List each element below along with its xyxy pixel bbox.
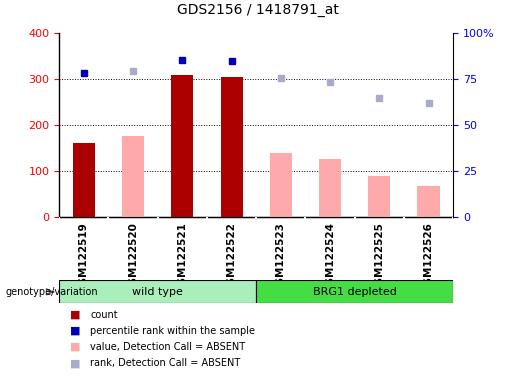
Text: GSM122522: GSM122522: [227, 222, 236, 292]
Bar: [59, 280, 256, 303]
Text: count: count: [90, 310, 118, 320]
Text: percentile rank within the sample: percentile rank within the sample: [90, 326, 255, 336]
Bar: [319, 159, 341, 217]
Text: GDS2156 / 1418791_at: GDS2156 / 1418791_at: [177, 3, 338, 17]
Text: GSM122524: GSM122524: [325, 222, 335, 292]
Text: genotype/variation: genotype/variation: [5, 287, 98, 297]
Text: ■: ■: [70, 310, 80, 320]
Bar: [122, 136, 144, 217]
Text: GSM122521: GSM122521: [177, 222, 187, 292]
Text: BRG1 depleted: BRG1 depleted: [313, 287, 397, 297]
Bar: [256, 280, 453, 303]
Bar: [171, 76, 194, 217]
Bar: [418, 185, 440, 217]
Text: GSM122525: GSM122525: [374, 222, 384, 292]
Text: GSM122520: GSM122520: [128, 222, 138, 292]
Text: wild type: wild type: [132, 287, 183, 297]
Bar: [368, 176, 390, 217]
Text: rank, Detection Call = ABSENT: rank, Detection Call = ABSENT: [90, 358, 241, 368]
Text: ■: ■: [70, 358, 80, 368]
Text: value, Detection Call = ABSENT: value, Detection Call = ABSENT: [90, 342, 245, 352]
Text: GSM122526: GSM122526: [423, 222, 434, 292]
Text: GSM122519: GSM122519: [79, 222, 89, 292]
Bar: [220, 77, 243, 217]
Text: GSM122523: GSM122523: [276, 222, 286, 292]
Bar: [270, 153, 292, 217]
Text: ■: ■: [70, 342, 80, 352]
Bar: [73, 143, 95, 217]
Text: ■: ■: [70, 326, 80, 336]
